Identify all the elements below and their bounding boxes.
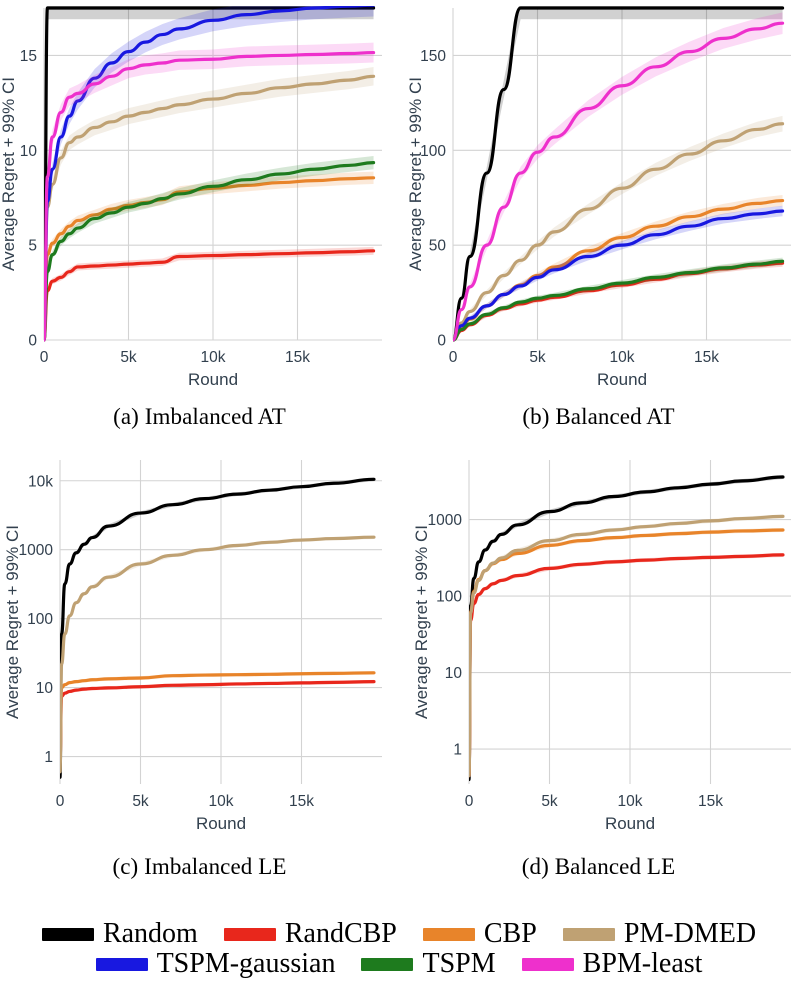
svg-text:0: 0 [465,793,474,810]
legend-swatch-icon [521,957,574,971]
svg-text:Average Regret + 99% CI: Average Regret + 99% CI [406,77,425,271]
panel-c-imbalanced-le: 0 5k 10k 15k 1 10 100 1000 10k Round Average Regre… [0,432,399,862]
legend-item-bpm-least: BPM-least [521,948,703,979]
svg-text:5k: 5k [132,793,149,810]
legend-label: TSPM-gaussian [156,948,336,979]
svg-text:10k: 10k [610,349,635,366]
panel-d-balanced-le: 0 5k 10k 15k 1 10 100 1000 Round Average Regret +… [399,432,798,862]
legend-swatch-icon [562,927,615,941]
panel-b-balanced-at: 0 5k 10k 15k 0 50 100 150 Round Average Regret + … [399,0,798,430]
svg-text:1: 1 [44,749,53,766]
legend-label: RandCBP [284,918,397,949]
svg-text:15k: 15k [694,349,719,366]
legend-label: PM-DMED [623,918,757,949]
svg-text:Average Regret + 99% CI: Average Regret + 99% CI [412,525,431,719]
svg-text:Round: Round [597,370,647,389]
svg-text:1000: 1000 [19,542,54,559]
legend-item-randcbp: RandCBP [223,918,397,949]
svg-text:10k: 10k [618,793,643,810]
svg-text:Round: Round [605,814,655,833]
svg-text:5k: 5k [120,349,137,366]
legend-label: Random [102,918,198,949]
svg-text:10: 10 [445,665,463,682]
svg-text:100: 100 [436,589,462,606]
panel-a-imbalanced-at: 0 5k 10k 15k 0 5 10 15 Round Average Regret + 99%… [0,0,399,430]
svg-text:15k: 15k [285,349,310,366]
legend-row-2: TSPM-gaussian TSPM BPM-least [95,948,703,979]
svg-text:5: 5 [28,238,37,255]
legend-label: BPM-least [582,948,703,979]
svg-text:Round: Round [188,370,238,389]
chart-c: 0 5k 10k 15k 1 10 100 1000 10k Round Average Regre… [3,460,382,833]
chart-d: 0 5k 10k 15k 1 10 100 1000 Round Average Regret +… [412,460,791,833]
svg-text:100: 100 [420,143,446,160]
svg-text:1: 1 [453,742,462,759]
svg-text:Average Regret + 99% CI: Average Regret + 99% CI [0,77,18,271]
legend-swatch-icon [95,957,148,971]
chart-legend: Random RandCBP CBP PM-DMED TSPM-gaussian [0,906,798,992]
legend-swatch-icon [223,927,276,941]
legend-row-1: Random RandCBP CBP PM-DMED [41,918,757,949]
legend-item-random: Random [41,918,198,949]
chart-a: 0 5k 10k 15k 0 5 10 15 Round Average Regret + 99%… [0,6,382,389]
svg-text:10k: 10k [28,473,53,490]
svg-text:10: 10 [36,680,54,697]
caption-panel-d: (d) Balanced LE [521,854,676,879]
svg-text:5k: 5k [529,349,546,366]
legend-swatch-icon [41,927,94,941]
svg-text:0: 0 [437,333,446,350]
svg-text:100: 100 [27,611,53,628]
caption-panel-c: (c) Imbalanced LE [112,854,287,879]
svg-text:5k: 5k [541,793,558,810]
caption-panel-a: (a) Imbalanced AT [113,404,286,429]
svg-text:15k: 15k [698,793,723,810]
svg-text:10: 10 [20,143,38,160]
svg-text:50: 50 [429,238,447,255]
legend-label: TSPM [422,948,496,979]
svg-text:0: 0 [28,333,37,350]
svg-text:0: 0 [40,349,49,366]
svg-text:10k: 10k [201,349,226,366]
chart-b: 0 5k 10k 15k 0 50 100 150 Round Average Regret + … [406,6,791,389]
legend-swatch-icon [361,957,414,971]
legend-item-tspm-gaussian: TSPM-gaussian [95,948,336,979]
legend-label: CBP [483,918,537,949]
caption-panel-b: (b) Balanced AT [522,404,675,429]
svg-text:Round: Round [196,814,246,833]
svg-text:15: 15 [20,48,37,65]
legend-item-pm-dmed: PM-DMED [562,918,757,949]
svg-text:0: 0 [56,793,65,810]
svg-text:10k: 10k [209,793,234,810]
legend-item-tspm: TSPM [361,948,496,979]
svg-text:1000: 1000 [428,512,463,529]
svg-text:0: 0 [449,349,458,366]
legend-item-cbp: CBP [422,918,537,949]
svg-text:150: 150 [420,48,446,65]
svg-text:Average Regret + 99% CI: Average Regret + 99% CI [3,525,22,719]
legend-swatch-icon [422,927,475,941]
svg-text:15k: 15k [289,793,314,810]
